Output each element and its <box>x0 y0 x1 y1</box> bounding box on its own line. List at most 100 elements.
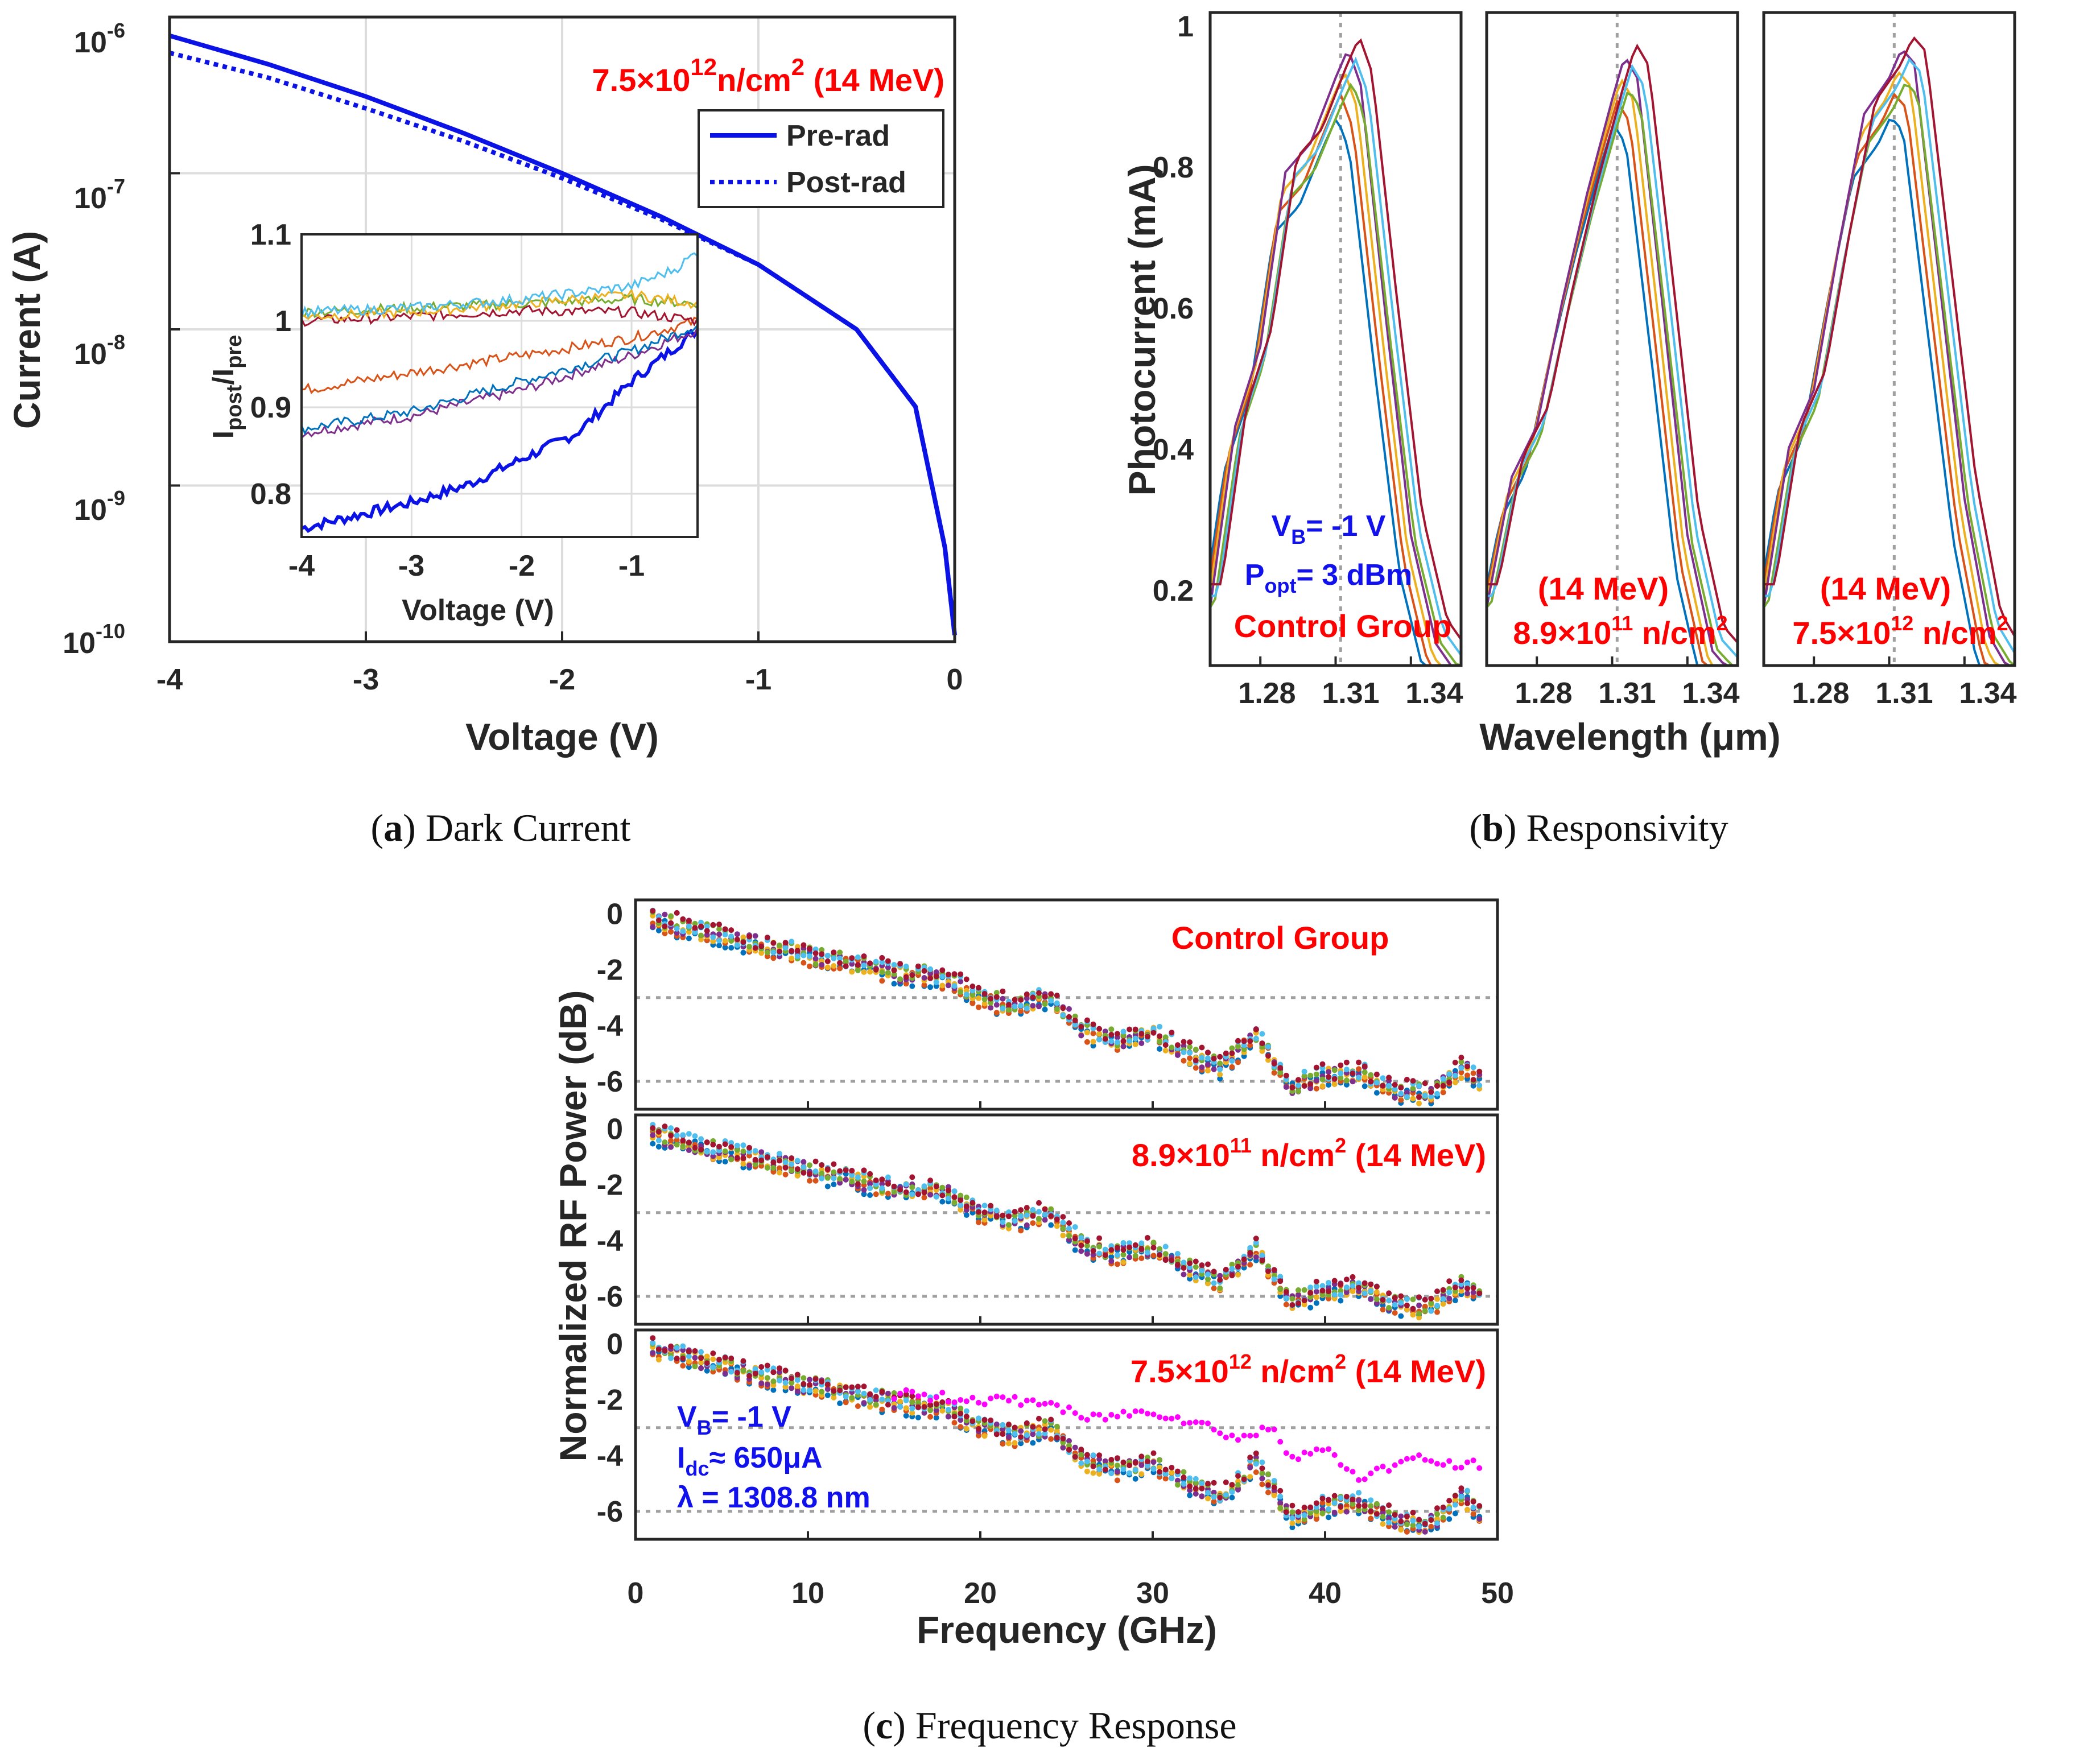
c-data-point <box>1060 1005 1066 1011</box>
c-data-point <box>1096 1471 1103 1477</box>
a-ytick-label: 10-7 <box>74 175 125 215</box>
c-data-point <box>1296 1287 1301 1293</box>
c-data-point <box>1338 1298 1344 1304</box>
c-data-point <box>1084 1251 1090 1257</box>
c-data-point <box>969 1418 976 1424</box>
c-xlabel: Frequency (GHz) <box>917 1609 1217 1651</box>
c-ytick-label: 0 <box>607 1113 623 1146</box>
c-data-point <box>849 969 855 975</box>
c-data-point <box>1446 1278 1453 1284</box>
c-data-point <box>680 1362 686 1369</box>
c-data-point <box>1199 1493 1205 1499</box>
c-data-point <box>1410 1296 1416 1303</box>
c-data-point-magenta <box>993 1393 1000 1399</box>
c-data-point <box>824 964 831 970</box>
c-data-point <box>698 1349 704 1355</box>
c-data-point <box>1404 1302 1410 1308</box>
c-data-point <box>1422 1296 1428 1303</box>
c-data-point <box>958 989 964 995</box>
c-data-point <box>722 926 728 932</box>
a-legend: Pre-rad Post-rad <box>698 109 944 208</box>
c-data-point <box>1422 1303 1428 1309</box>
c-data-point <box>812 1168 819 1175</box>
b-xtick-label: 1.34 <box>1405 677 1463 710</box>
c-data-point <box>915 963 921 969</box>
c-data-point-magenta <box>1265 1427 1271 1433</box>
c-data-point <box>1289 1085 1296 1090</box>
c-data-point <box>1428 1300 1434 1306</box>
c-data-point-magenta <box>933 1394 939 1400</box>
c-data-point <box>1343 1081 1350 1088</box>
c-data-point <box>1235 1038 1241 1044</box>
b-xtick-label: 1.28 <box>1515 677 1572 710</box>
c-data-point <box>1048 998 1054 1004</box>
panel-c-subplots <box>634 898 1499 1541</box>
c-data-point <box>716 926 722 932</box>
c-data-point <box>1229 1045 1235 1051</box>
c-xtick-label: 20 <box>964 1577 997 1610</box>
b-xtick-label: 1.34 <box>1959 677 2016 710</box>
c-data-point <box>716 1357 722 1363</box>
c-data-point <box>1018 1002 1024 1009</box>
c-data-point <box>1398 1300 1404 1306</box>
c-data-point <box>1446 1498 1453 1504</box>
c-data-point <box>716 922 722 928</box>
c-data-point <box>927 970 934 977</box>
c-data-point <box>1193 1264 1199 1270</box>
c-data-point <box>885 964 891 970</box>
panel-a-yticks: 10-6 10-7 10-8 10-9 10-10 <box>63 19 125 660</box>
c-data-point <box>1271 1060 1277 1067</box>
c-data-point <box>819 1378 825 1385</box>
c-data-point <box>939 1184 946 1191</box>
c-data-point-magenta <box>981 1401 988 1407</box>
c-data-point <box>976 1209 981 1215</box>
c-data-point <box>988 999 994 1006</box>
c-data-point <box>1331 1278 1338 1284</box>
c-data-point <box>650 1340 656 1346</box>
a-xtick-label: 0 <box>947 663 963 696</box>
c-data-point <box>1319 1083 1326 1089</box>
c-data-point <box>831 955 837 961</box>
c-data-point <box>1440 1287 1446 1293</box>
panel-b-xticks: 1.28 1.31 1.34 1.28 1.31 1.34 1.28 1.31 … <box>1238 677 2016 710</box>
c-data-point-magenta <box>1458 1464 1464 1470</box>
c-data-point <box>680 928 686 935</box>
c-data-point <box>746 1373 752 1379</box>
c-data-point <box>794 1166 801 1172</box>
c-data-point <box>1356 1284 1362 1291</box>
c-data-point <box>945 1187 951 1193</box>
c-data-point <box>704 1367 710 1374</box>
c-data-point <box>1138 1040 1145 1046</box>
c-data-point <box>1157 1464 1163 1470</box>
panel-b-subplots <box>1208 11 2016 667</box>
c-data-point <box>1313 1078 1319 1084</box>
c-data-point <box>969 992 976 998</box>
c-data-point <box>915 1399 921 1406</box>
c-data-point <box>963 976 969 982</box>
c-data-point <box>1138 1255 1145 1261</box>
c-data-point <box>1066 1225 1072 1232</box>
c-data-point <box>764 1381 770 1387</box>
c-data-point <box>1331 1510 1338 1516</box>
c-data-point <box>782 945 789 951</box>
c-data-point <box>1120 1247 1127 1253</box>
c-data-point <box>1404 1094 1410 1100</box>
c-data-point-magenta <box>958 1397 964 1403</box>
c-data-point <box>1030 1424 1036 1430</box>
c-data-point <box>1054 1223 1060 1229</box>
c-data-point <box>1235 1044 1241 1050</box>
c-data-point <box>1338 1075 1344 1081</box>
c-data-point <box>1030 1440 1036 1446</box>
c-data-point <box>1187 1044 1193 1050</box>
c-data-point <box>1060 1445 1066 1451</box>
c-data-point <box>909 1406 915 1412</box>
c-data-point <box>824 1183 831 1189</box>
c-data-point <box>1199 1055 1205 1061</box>
c-data-point <box>1362 1069 1368 1075</box>
c-data-point <box>692 1348 698 1354</box>
c-data-point <box>758 1149 765 1155</box>
c-data-point <box>1343 1059 1350 1065</box>
c-data-point <box>1229 1489 1235 1495</box>
c-data-point <box>650 1141 656 1147</box>
c-data-point <box>831 949 837 956</box>
